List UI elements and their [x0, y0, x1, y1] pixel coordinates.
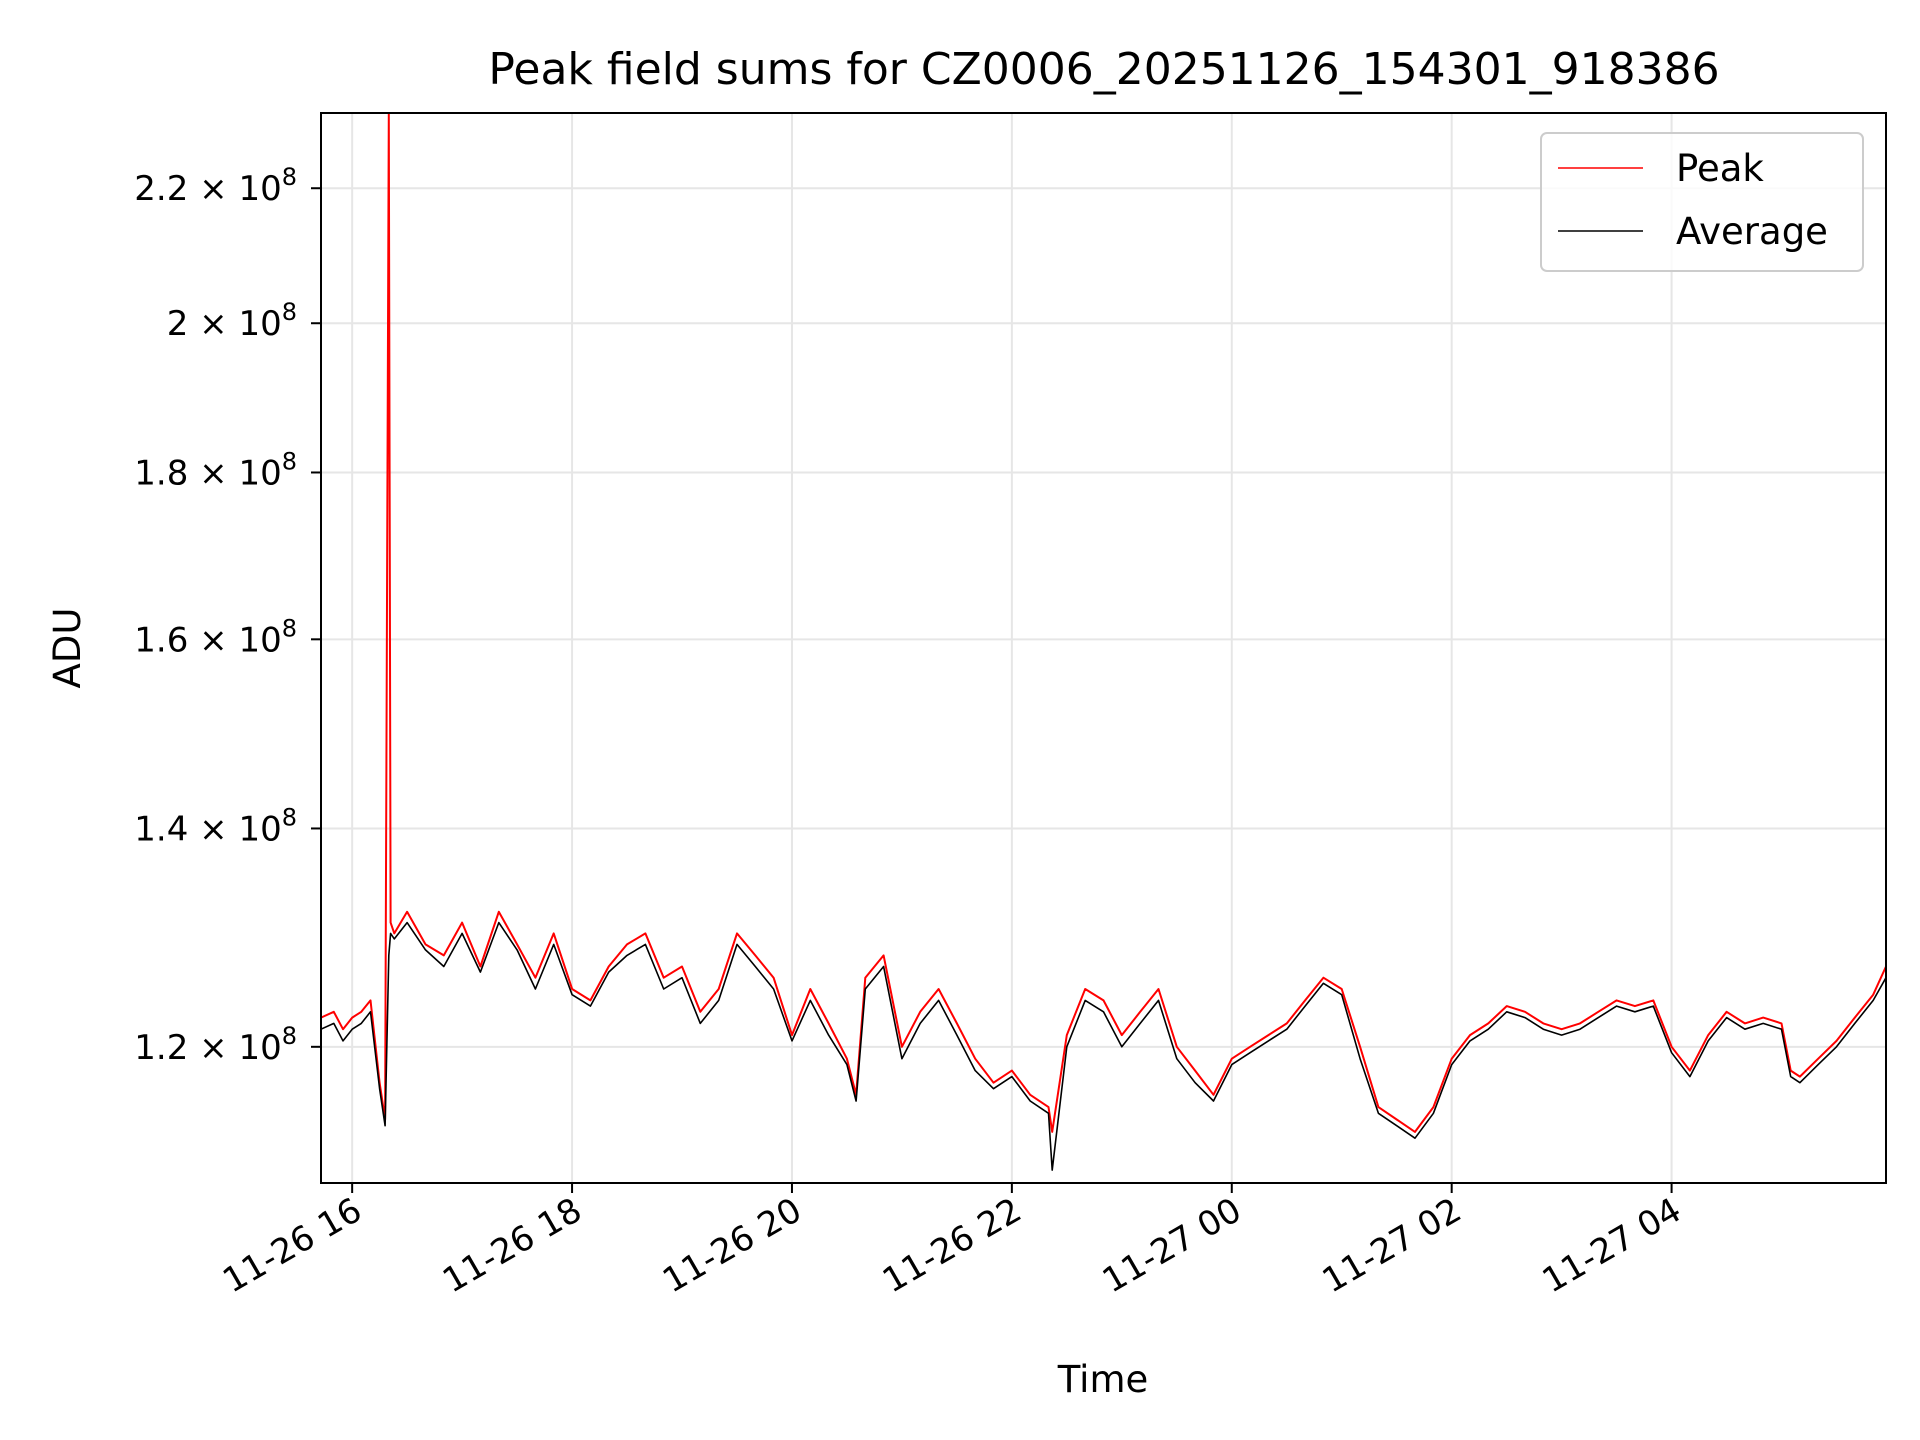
peak-series-line — [320, 112, 1887, 1133]
y-tick-times: × 10 — [188, 453, 281, 493]
y-tick-exponent: 8 — [282, 614, 297, 642]
plot-frame — [320, 112, 1887, 1184]
y-tick-label: 2 × 108 — [167, 298, 297, 344]
y-tick-label: 1.8 × 108 — [134, 447, 297, 493]
y-tick-mantissa: 2.2 — [134, 169, 188, 209]
average-series-line — [320, 921, 1887, 1171]
legend-peak-label: Peak — [1676, 147, 1764, 190]
chart-title: Peak field sums for CZ0006_20251126_1543… — [488, 44, 1719, 95]
y-tick-mantissa: 1.4 — [134, 809, 188, 849]
y-tick-mantissa: 1.8 — [134, 453, 188, 493]
y-tick-label: 1.4 × 108 — [134, 803, 297, 849]
x-axis-label: Time — [1057, 1358, 1149, 1401]
series-layer — [320, 112, 1887, 1171]
y-tick-label: 1.2 × 108 — [134, 1022, 297, 1068]
y-tick-exponent: 8 — [282, 447, 297, 475]
y-tick-times: × 10 — [188, 620, 281, 660]
y-tick-times: × 10 — [188, 1028, 281, 1068]
y-tick-mantissa: 1.2 — [134, 1028, 188, 1068]
y-tick-times: × 10 — [188, 304, 281, 344]
y-tick-label: 2.2 × 108 — [134, 163, 297, 209]
y-tick-times: × 10 — [188, 169, 281, 209]
y-tick-mantissa: 2 — [167, 304, 189, 344]
y-tick-exponent: 8 — [282, 298, 297, 326]
grid-lines — [321, 113, 1886, 1183]
y-tick-exponent: 8 — [282, 163, 297, 191]
y-tick-exponent: 8 — [282, 1022, 297, 1050]
y-tick-label: 1.6 × 108 — [134, 614, 297, 660]
y-axis-label: ADU — [46, 608, 89, 689]
y-tick-mantissa: 1.6 — [134, 620, 188, 660]
y-tick-exponent: 8 — [282, 803, 297, 831]
y-tick-times: × 10 — [188, 809, 281, 849]
legend: Peak Average — [1540, 132, 1864, 272]
legend-average-label: Average — [1676, 210, 1828, 253]
